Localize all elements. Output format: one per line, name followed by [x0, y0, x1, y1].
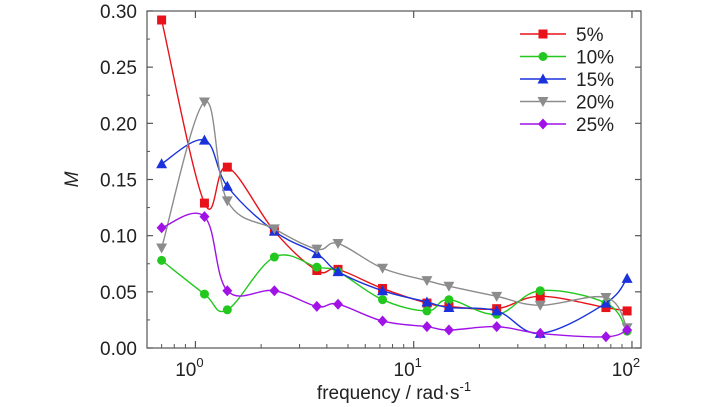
- data-point: [422, 306, 432, 316]
- legend: 5%10%15%20%25%: [520, 25, 614, 136]
- data-point: [443, 324, 454, 336]
- data-point: [332, 266, 344, 277]
- x-tick-base: 10: [612, 360, 633, 381]
- legend-marker: [538, 118, 548, 130]
- legend-label: 20%: [576, 93, 614, 114]
- data-point: [622, 324, 633, 336]
- data-point: [621, 272, 633, 283]
- legend-item-1: 5%: [520, 25, 604, 46]
- data-point: [156, 243, 168, 254]
- legend-label: 15%: [576, 70, 614, 91]
- data-point: [378, 295, 388, 305]
- data-point: [622, 306, 632, 316]
- data-point: [600, 292, 612, 303]
- data-point: [421, 296, 433, 307]
- legend-item-3: 15%: [520, 70, 614, 91]
- series-layer: [156, 15, 633, 343]
- x-axis-title-sup: -1: [460, 379, 472, 394]
- legend-marker: [538, 52, 548, 61]
- series-4: [156, 97, 633, 334]
- data-point: [534, 300, 546, 311]
- legend-item-2: 10%: [520, 48, 614, 69]
- y-tick-label: 0.25: [100, 58, 137, 79]
- data-point: [156, 158, 168, 169]
- data-point: [600, 331, 611, 343]
- legend-marker: [537, 73, 549, 84]
- x-tick-base: 10: [175, 360, 196, 381]
- legend-label: 25%: [576, 115, 614, 136]
- legend-label: 5%: [576, 25, 604, 46]
- x-tick-label: 100: [175, 355, 203, 381]
- legend-marker: [537, 97, 549, 107]
- data-point: [269, 252, 279, 262]
- y-tick-label: 0.20: [100, 114, 137, 135]
- data-point: [421, 321, 432, 333]
- data-point: [535, 291, 545, 301]
- x-tick-exponent: 2: [633, 355, 640, 370]
- data-point: [268, 224, 280, 235]
- data-point: [332, 239, 344, 250]
- legend-marker: [538, 29, 548, 39]
- data-point: [491, 291, 503, 302]
- series-line: [161, 212, 628, 338]
- y-axis-title: M: [62, 171, 83, 187]
- legend-label: 10%: [576, 48, 614, 69]
- data-point: [222, 162, 232, 172]
- series-1: [157, 15, 632, 316]
- data-point: [377, 285, 389, 296]
- data-point: [377, 263, 389, 274]
- data-point: [199, 198, 209, 208]
- y-tick-label: 0.00: [100, 339, 137, 360]
- data-point: [222, 305, 232, 315]
- x-tick-base: 10: [394, 360, 415, 381]
- data-point: [333, 298, 344, 310]
- series-5: [156, 211, 633, 343]
- x-tick-label: 101: [394, 355, 422, 381]
- legend-item-4: 20%: [520, 93, 614, 114]
- data-point: [156, 222, 167, 234]
- data-point: [491, 321, 502, 333]
- data-point: [443, 281, 455, 292]
- data-point: [377, 315, 388, 327]
- x-tick-exponent: 1: [415, 355, 422, 370]
- data-point: [221, 196, 233, 207]
- data-point: [199, 211, 210, 223]
- data-point: [535, 286, 545, 296]
- x-axis-title-main: frequency / rad·s: [317, 383, 460, 404]
- data-point: [221, 180, 233, 191]
- data-point: [222, 285, 233, 297]
- x-tick-exponent: 0: [196, 355, 203, 370]
- data-point: [269, 285, 280, 297]
- data-point: [491, 305, 503, 316]
- x-tick-label: 102: [612, 355, 640, 381]
- data-point: [157, 255, 167, 265]
- data-point: [198, 97, 210, 108]
- y-tick-label: 0.15: [100, 171, 137, 192]
- data-point: [157, 15, 167, 25]
- data-point: [311, 300, 322, 312]
- data-point: [312, 262, 322, 272]
- data-point: [199, 289, 209, 299]
- data-point: [198, 134, 210, 145]
- data-point: [443, 302, 455, 313]
- y-tick-label: 0.05: [100, 283, 137, 304]
- legend-item-5: 25%: [520, 115, 614, 136]
- y-tick-label: 0.10: [100, 227, 137, 248]
- data-point: [444, 295, 454, 305]
- y-tick-label: 0.30: [100, 2, 137, 23]
- data-point: [535, 327, 546, 339]
- data-point: [421, 276, 433, 287]
- data-point: [311, 244, 323, 255]
- x-axis-title: frequency / rad·s-1: [317, 379, 471, 404]
